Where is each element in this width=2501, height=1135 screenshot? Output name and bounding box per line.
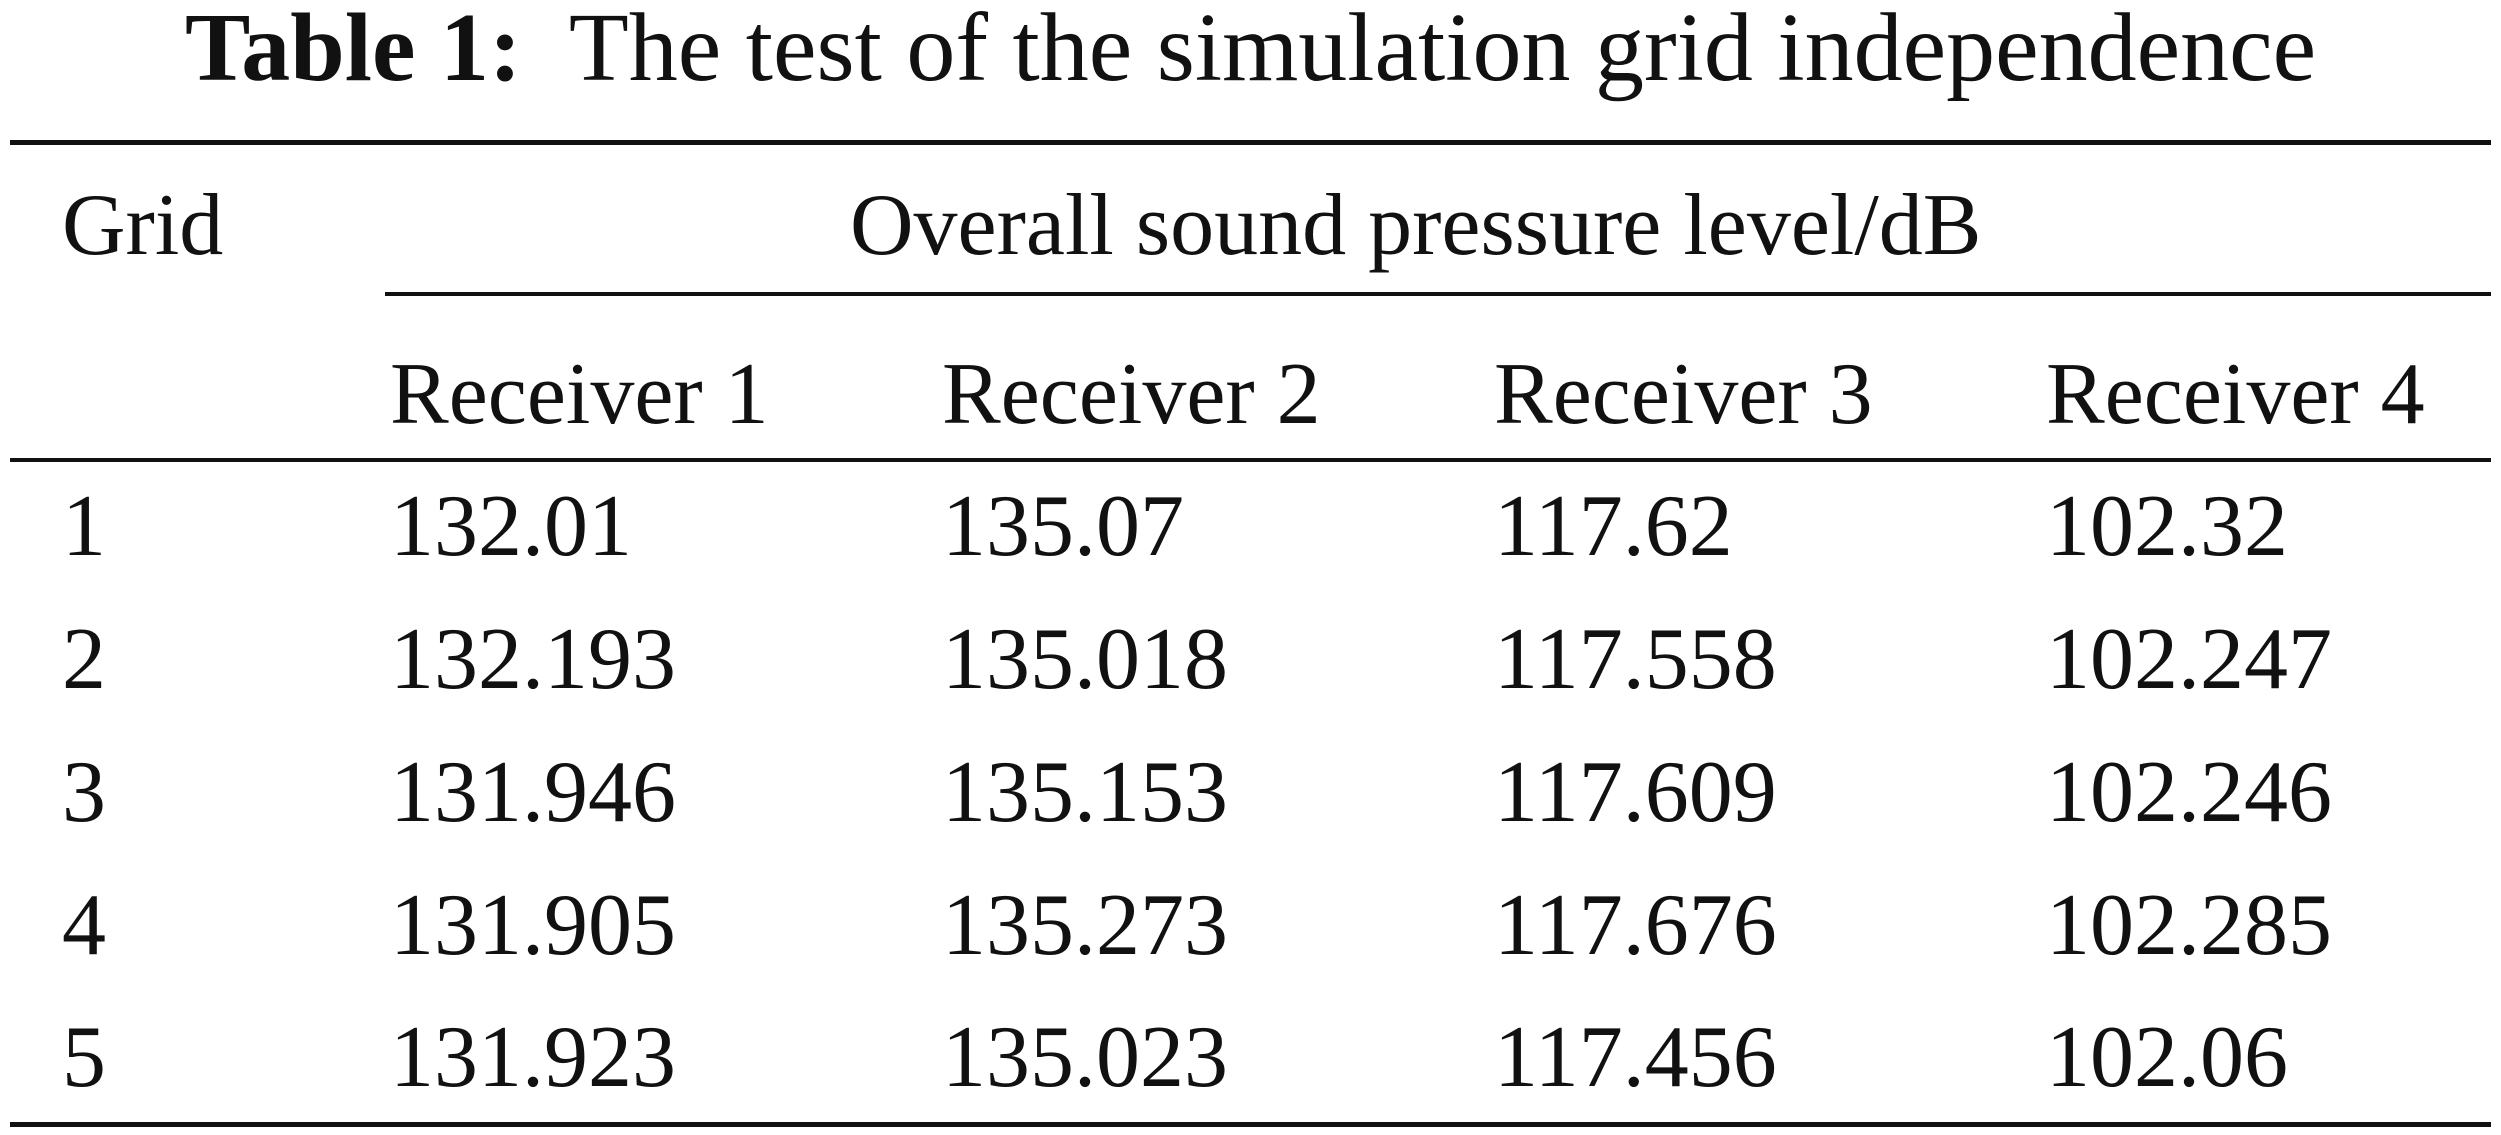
table-cell: 132.01 bbox=[390, 478, 632, 575]
table-row-grid-cell: 2 bbox=[62, 611, 106, 708]
table-cell: 117.62 bbox=[1494, 478, 1733, 575]
table-cell: 102.06 bbox=[2046, 1009, 2288, 1106]
table-cell: 102.246 bbox=[2046, 744, 2332, 841]
table-cell: 102.32 bbox=[2046, 478, 2288, 575]
table-row-grid-cell: 1 bbox=[62, 478, 106, 575]
group-rule bbox=[385, 292, 2491, 296]
grid-column-header: Grid bbox=[62, 177, 224, 274]
group-header: Overall sound pressure level/dB bbox=[850, 177, 1982, 274]
table-cell: 117.609 bbox=[1494, 744, 1777, 841]
caption-text: The test of the simulation grid independ… bbox=[568, 0, 2317, 102]
table-caption: Table 1: The test of the simulation grid… bbox=[0, 0, 2501, 98]
table-cell: 102.285 bbox=[2046, 877, 2332, 974]
column-header-receiver-1: Receiver 1 bbox=[390, 346, 769, 443]
table-cell: 135.07 bbox=[942, 478, 1184, 575]
table-cell: 117.456 bbox=[1494, 1009, 1777, 1106]
column-header-receiver-4: Receiver 4 bbox=[2046, 346, 2425, 443]
column-header-receiver-3: Receiver 3 bbox=[1494, 346, 1873, 443]
caption-label: Table 1: bbox=[184, 0, 522, 102]
table-cell: 135.018 bbox=[942, 611, 1228, 708]
table-cell: 117.558 bbox=[1494, 611, 1777, 708]
bottom-rule bbox=[10, 1122, 2491, 1127]
table-row-grid-cell: 4 bbox=[62, 877, 106, 974]
table-cell: 131.923 bbox=[390, 1009, 676, 1106]
table-row-grid-cell: 5 bbox=[62, 1009, 106, 1106]
column-header-receiver-2: Receiver 2 bbox=[942, 346, 1321, 443]
table-cell: 102.247 bbox=[2046, 611, 2332, 708]
table-cell: 132.193 bbox=[390, 611, 676, 708]
header-rule bbox=[10, 458, 2491, 462]
table-cell: 135.273 bbox=[942, 877, 1228, 974]
table-cell: 131.905 bbox=[390, 877, 676, 974]
table-row-grid-cell: 3 bbox=[62, 744, 106, 841]
table-cell: 117.676 bbox=[1494, 877, 1777, 974]
table-cell: 135.023 bbox=[942, 1009, 1228, 1106]
table-cell: 135.153 bbox=[942, 744, 1228, 841]
top-rule bbox=[10, 140, 2491, 145]
table-cell: 131.946 bbox=[390, 744, 676, 841]
